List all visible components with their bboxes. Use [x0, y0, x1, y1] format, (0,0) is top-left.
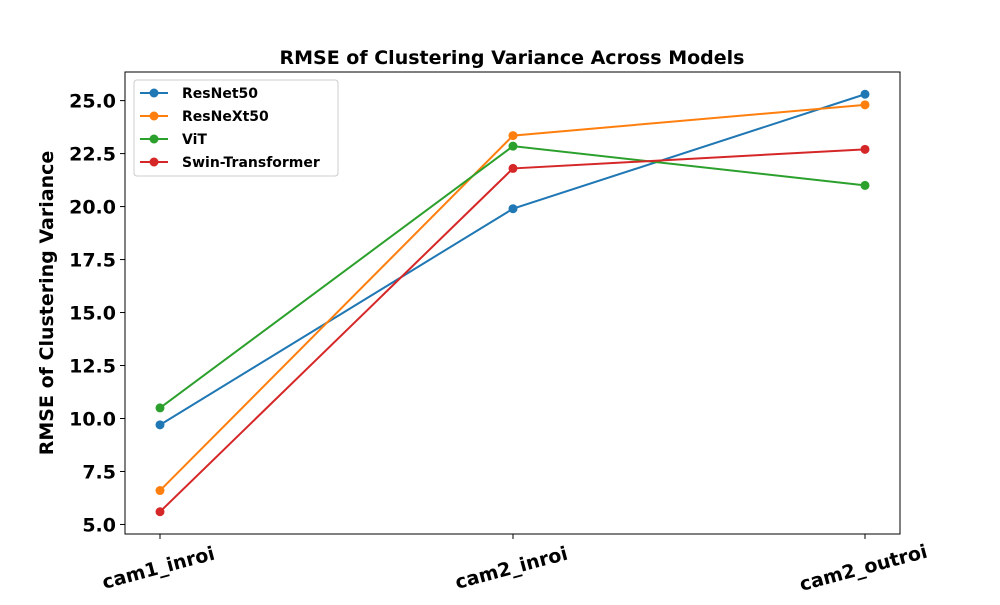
- y-tick-label: 10.0: [69, 409, 116, 431]
- data-point: [860, 100, 870, 110]
- data-point: [155, 420, 165, 430]
- data-point: [508, 163, 518, 173]
- y-tick-label: 5.0: [82, 514, 116, 536]
- chart-title: RMSE of Clustering Variance Across Model…: [279, 47, 744, 69]
- legend-label: ResNet50: [182, 86, 258, 102]
- y-tick-label: 22.5: [69, 144, 116, 166]
- data-point: [155, 507, 165, 517]
- legend-marker: [149, 111, 159, 121]
- legend-marker: [149, 157, 159, 167]
- y-axis-label: RMSE of Clustering Variance: [36, 151, 58, 456]
- data-point: [155, 486, 165, 496]
- y-tick-label: 15.0: [69, 303, 116, 325]
- data-point: [860, 180, 870, 190]
- data-point: [508, 141, 518, 151]
- y-tick-label: 7.5: [82, 461, 116, 483]
- y-tick-label: 12.5: [69, 356, 116, 378]
- x-tick-label: cam2_outroi: [797, 541, 929, 596]
- y-tick-label: 25.0: [69, 91, 116, 113]
- x-tick-label: cam1_inroi: [100, 543, 217, 594]
- legend-label: Swin-Transformer: [182, 155, 320, 171]
- y-tick-label: 20.0: [69, 197, 116, 219]
- legend-label: ViT: [182, 132, 207, 148]
- legend-marker: [149, 134, 159, 144]
- y-tick-label: 17.5: [69, 250, 116, 272]
- data-point: [155, 403, 165, 413]
- plot-area: 5.0 7.5 10.0 12.5 15.0 17.5 20.0 22.5 25.0 cam1_i…: [69, 71, 930, 596]
- series-line: [159, 145, 866, 409]
- legend-marker: [149, 88, 159, 98]
- data-point: [508, 131, 518, 141]
- data-point: [508, 204, 518, 214]
- data-point: [860, 89, 870, 99]
- x-tick-label: cam2_inroi: [453, 543, 570, 594]
- legend-box: [133, 79, 339, 177]
- data-point: [860, 144, 870, 154]
- legend-label: ResNeXt50: [182, 109, 269, 125]
